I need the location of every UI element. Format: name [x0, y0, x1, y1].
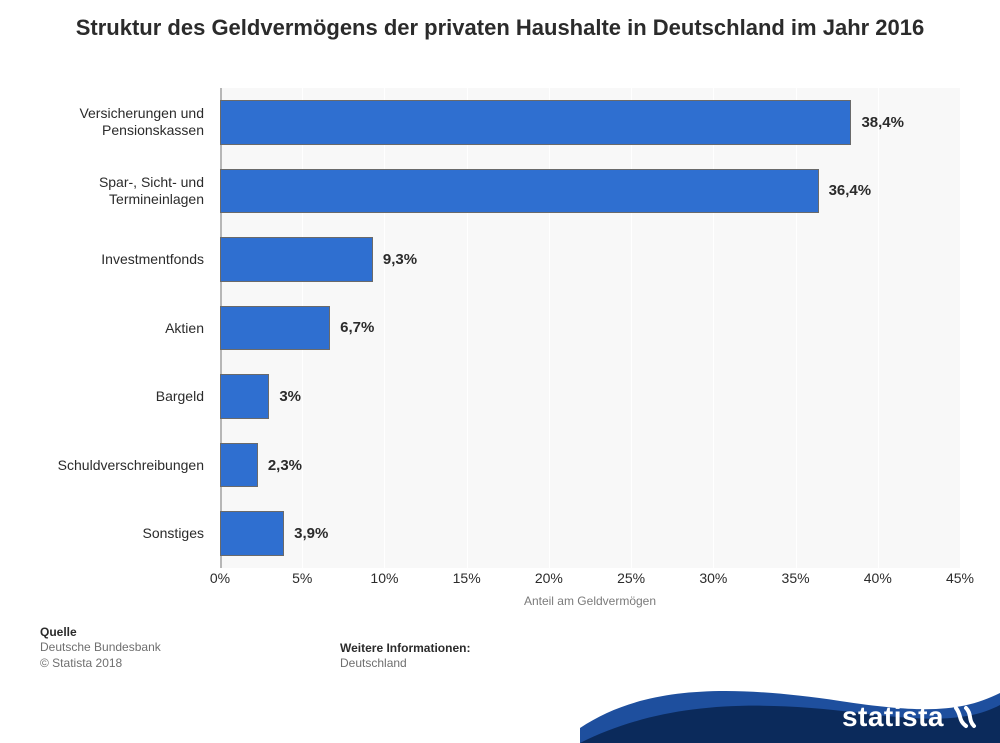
- bar-value-label: 9,3%: [373, 225, 417, 294]
- bar: [220, 306, 330, 351]
- x-tick-label: 40%: [864, 570, 892, 586]
- bar: [220, 511, 284, 556]
- chart-area: 38,4%36,4% 9,3%6,7% 3%2,3%3,9% Anteil am G…: [40, 78, 960, 618]
- brand-wave: statista: [580, 673, 1000, 743]
- brand-logo: statista: [842, 701, 978, 733]
- source-line1: Deutsche Bundesbank: [40, 639, 161, 655]
- bar-value-label: 3%: [269, 362, 301, 431]
- x-tick-label: 25%: [617, 570, 645, 586]
- bar-value-label: 38,4%: [851, 88, 904, 157]
- chart-plot: 38,4%36,4% 9,3%6,7% 3%2,3%3,9%: [220, 88, 960, 568]
- chart-title: Struktur des Geldvermögens der privaten …: [0, 0, 1000, 42]
- brand-name: statista: [842, 701, 944, 733]
- footer-info: Weitere Informationen: Deutschland: [340, 641, 470, 671]
- source-line2: © Statista 2018: [40, 655, 161, 671]
- brand-mark-icon: [952, 704, 978, 730]
- category-label: Versicherungen und Pensionskassen: [40, 105, 212, 139]
- info-line1: Deutschland: [340, 655, 470, 671]
- bar-row: 2,3%: [220, 431, 960, 500]
- bar: [220, 374, 269, 419]
- bar-row: 36,4%: [220, 157, 960, 226]
- x-tick-label: 30%: [699, 570, 727, 586]
- footer-source: Quelle Deutsche Bundesbank © Statista 20…: [40, 625, 161, 671]
- bar-row: 3,9%: [220, 499, 960, 568]
- category-label: Spar-, Sicht- und Termineinlagen: [40, 174, 212, 208]
- x-tick-label: 10%: [370, 570, 398, 586]
- bar: [220, 443, 258, 488]
- x-tick-label: 15%: [453, 570, 481, 586]
- bar-row: 6,7%: [220, 294, 960, 363]
- x-tick-label: 20%: [535, 570, 563, 586]
- bar: [220, 237, 373, 282]
- bar-row: 38,4%: [220, 88, 960, 157]
- grid-line: [960, 88, 961, 568]
- category-label: Aktien: [40, 320, 212, 337]
- bar-value-label: 6,7%: [330, 294, 374, 363]
- x-tick-label: 0%: [210, 570, 230, 586]
- x-tick-label: 35%: [782, 570, 810, 586]
- bar-value-label: 3,9%: [284, 499, 328, 568]
- bar-value-label: 2,3%: [258, 431, 302, 500]
- bar-value-label: 36,4%: [819, 157, 872, 226]
- bar: [220, 100, 851, 145]
- x-tick-label: 45%: [946, 570, 974, 586]
- source-heading: Quelle: [40, 625, 161, 639]
- category-label: Sonstiges: [40, 525, 212, 542]
- x-axis-title: Anteil am Geldvermögen: [220, 594, 960, 608]
- bar: [220, 169, 819, 214]
- category-label: Investmentfonds: [40, 251, 212, 268]
- info-heading: Weitere Informationen:: [340, 641, 470, 655]
- bar-row: 3%: [220, 362, 960, 431]
- bar-row: 9,3%: [220, 225, 960, 294]
- category-label: Bargeld: [40, 388, 212, 405]
- x-tick-label: 5%: [292, 570, 312, 586]
- category-label: Schuldverschreibungen: [40, 457, 212, 474]
